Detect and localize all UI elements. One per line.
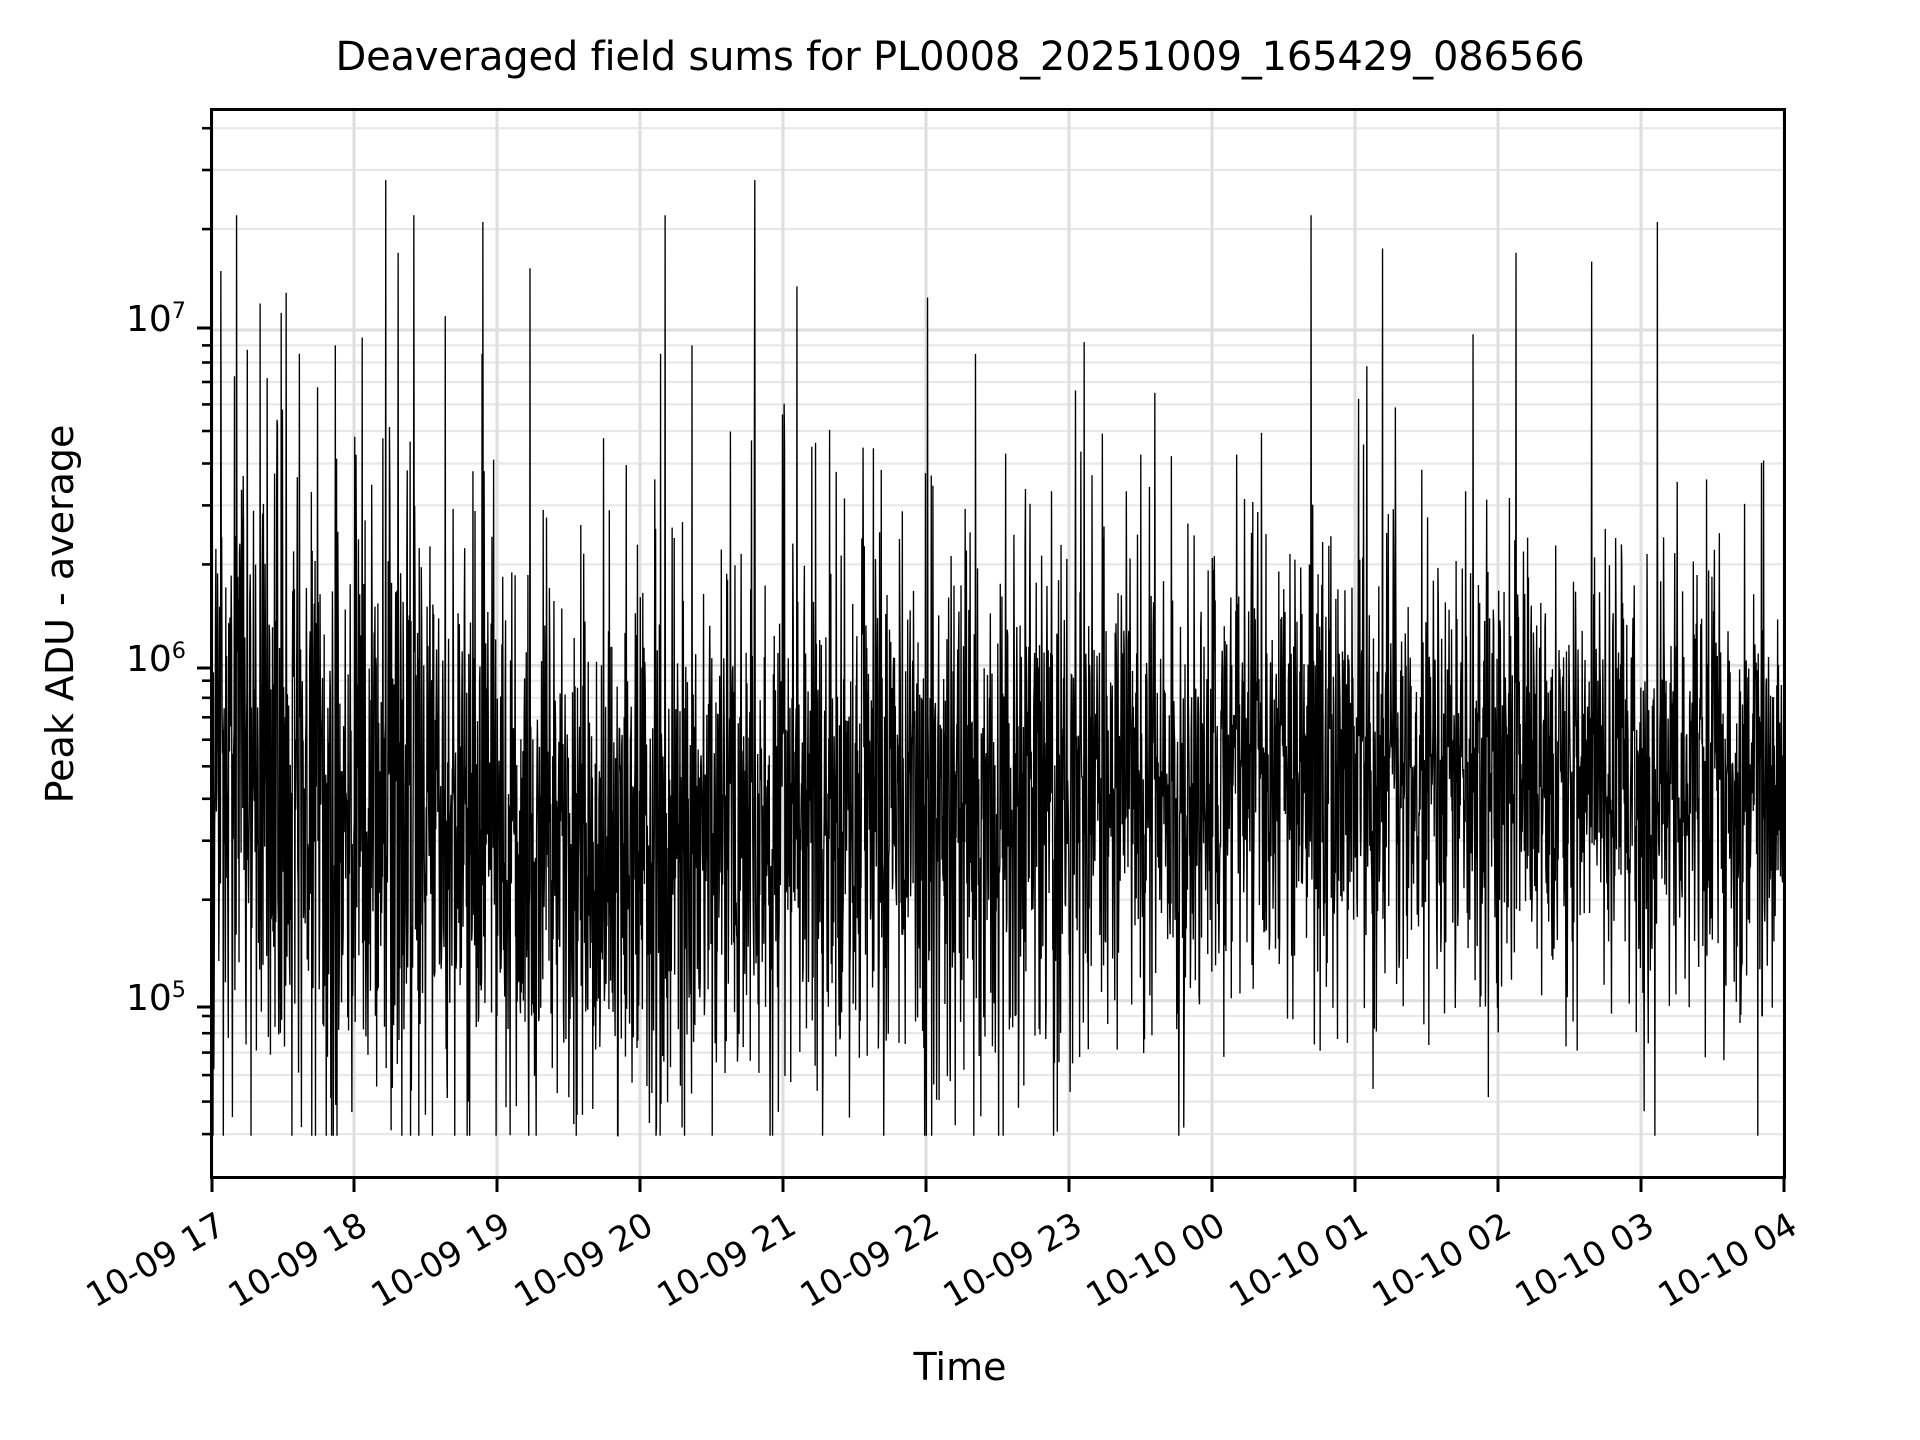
plot-area [210, 108, 1786, 1179]
x-axis-label: Time [913, 1345, 1007, 1389]
y-axis-tick-label: 107 [125, 298, 186, 340]
page-title: Deaveraged field sums for PL0008_2025100… [335, 34, 1585, 80]
y-axis-tick-labels: 105 106 107 [0, 0, 186, 1440]
data-series-line [213, 180, 1783, 1137]
y-axis-tick-label: 106 [125, 638, 186, 680]
y-axis-tick-label: 105 [125, 977, 186, 1019]
